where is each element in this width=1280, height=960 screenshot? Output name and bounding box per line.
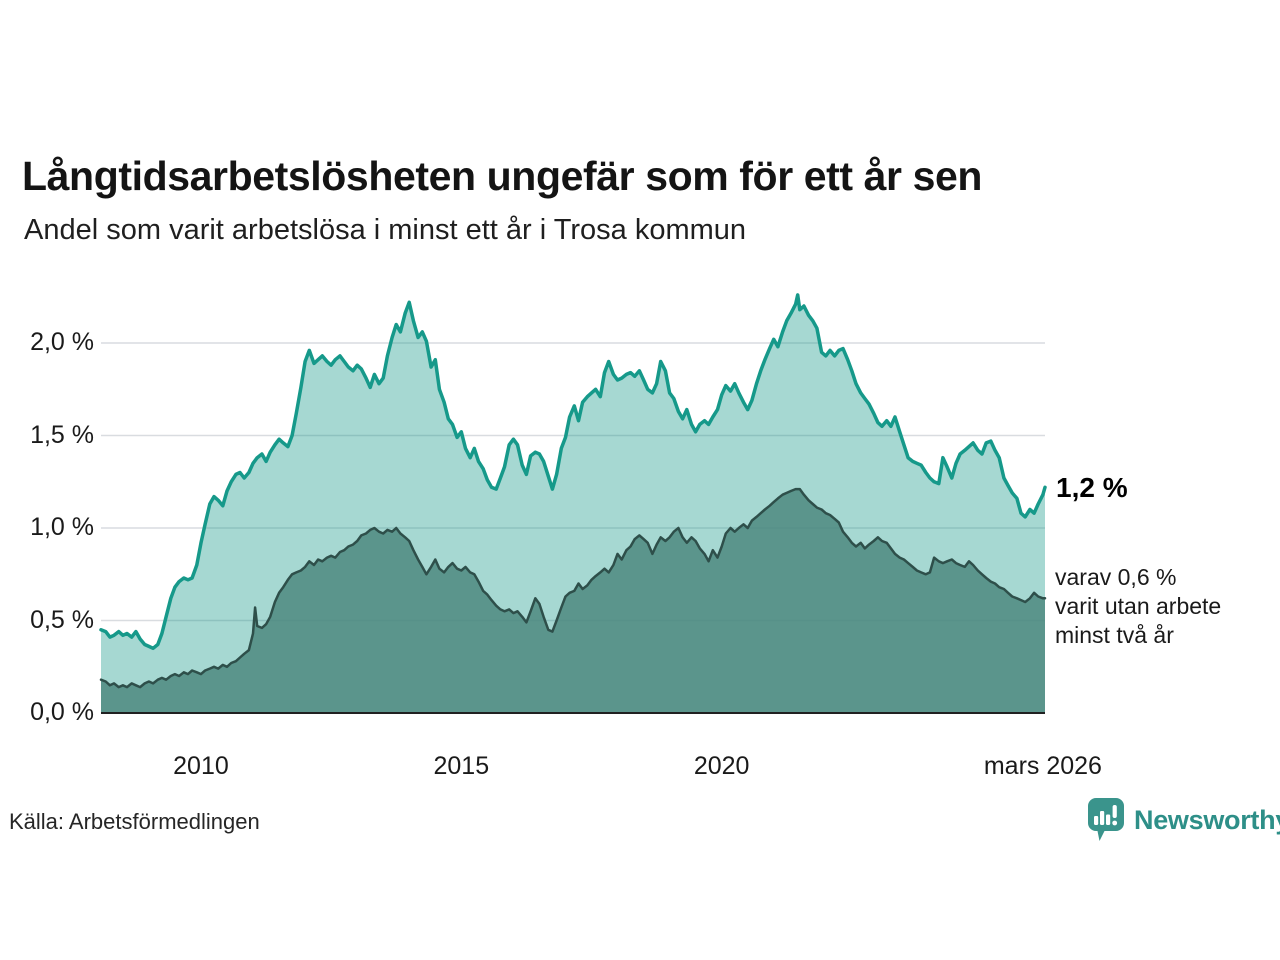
- latest-value-label: 1,2 %: [1056, 472, 1128, 503]
- area-line-series-1: [99, 487, 1047, 689]
- source-note: Källa: Arbetsförmedlingen: [9, 809, 260, 834]
- x-tick-label: 2015: [433, 752, 490, 780]
- chart-subtitle: Andel som varit arbetslösa i minst ett å…: [24, 214, 747, 246]
- y-tick-label: 2,0 %: [30, 327, 94, 356]
- x-tick-label: 2010: [173, 752, 229, 780]
- newsworthy-logo: Newsworthy: [1086, 797, 1280, 843]
- y-tick-label: 0,0 %: [30, 697, 94, 726]
- newsworthy-bubble-chart-icon: [1088, 798, 1124, 841]
- two-year-note: varav 0,6 % varit utan arbete minst två …: [1055, 563, 1221, 650]
- y-tick-label: 1,0 %: [30, 512, 94, 541]
- area-line-series-0: [99, 293, 1047, 651]
- two-year-note-line: varav 0,6 %: [1055, 564, 1177, 590]
- x-tick-label: 2020: [693, 752, 750, 780]
- x-tick-label: mars 2026: [983, 752, 1102, 780]
- y-tick-label: 0,5 %: [30, 605, 94, 634]
- newsworthy-wordmark: Newsworthy: [1134, 804, 1280, 835]
- chart-title: Långtidsarbetslösheten ungefär som för e…: [22, 153, 983, 200]
- two-year-note-line: varit utan arbete: [1055, 593, 1222, 619]
- two-year-note-line: minst två år: [1055, 622, 1174, 648]
- y-tick-label: 1,5 %: [30, 420, 94, 449]
- area-fill-series-1: [101, 489, 1045, 713]
